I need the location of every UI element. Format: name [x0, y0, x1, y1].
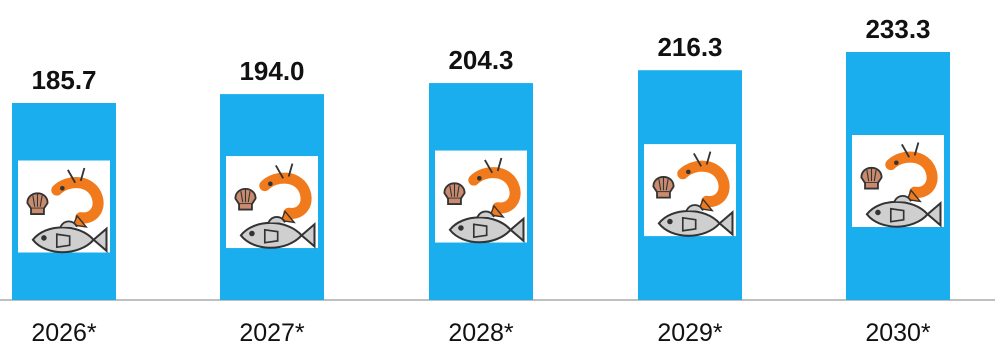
x-tick-label: 2029*	[657, 319, 723, 347]
data-label: 194.0	[239, 56, 304, 86]
data-label: 233.3	[865, 14, 930, 44]
bar-group: 204.3 2028*	[429, 45, 533, 347]
x-tick-label: 2027*	[239, 319, 305, 347]
bar-group: 216.3 2029*	[638, 32, 742, 347]
bar-group: 185.7 2026*	[12, 65, 116, 347]
data-label: 185.7	[31, 65, 96, 95]
x-tick-label: 2028*	[448, 319, 514, 347]
bar-group: 233.3 2030*	[846, 14, 950, 347]
x-tick-label: 2026*	[31, 319, 97, 347]
bar-group: 194.0 2027*	[220, 56, 324, 347]
data-label: 216.3	[657, 32, 722, 62]
data-label: 204.3	[448, 45, 513, 75]
x-tick-label: 2030*	[865, 319, 931, 347]
